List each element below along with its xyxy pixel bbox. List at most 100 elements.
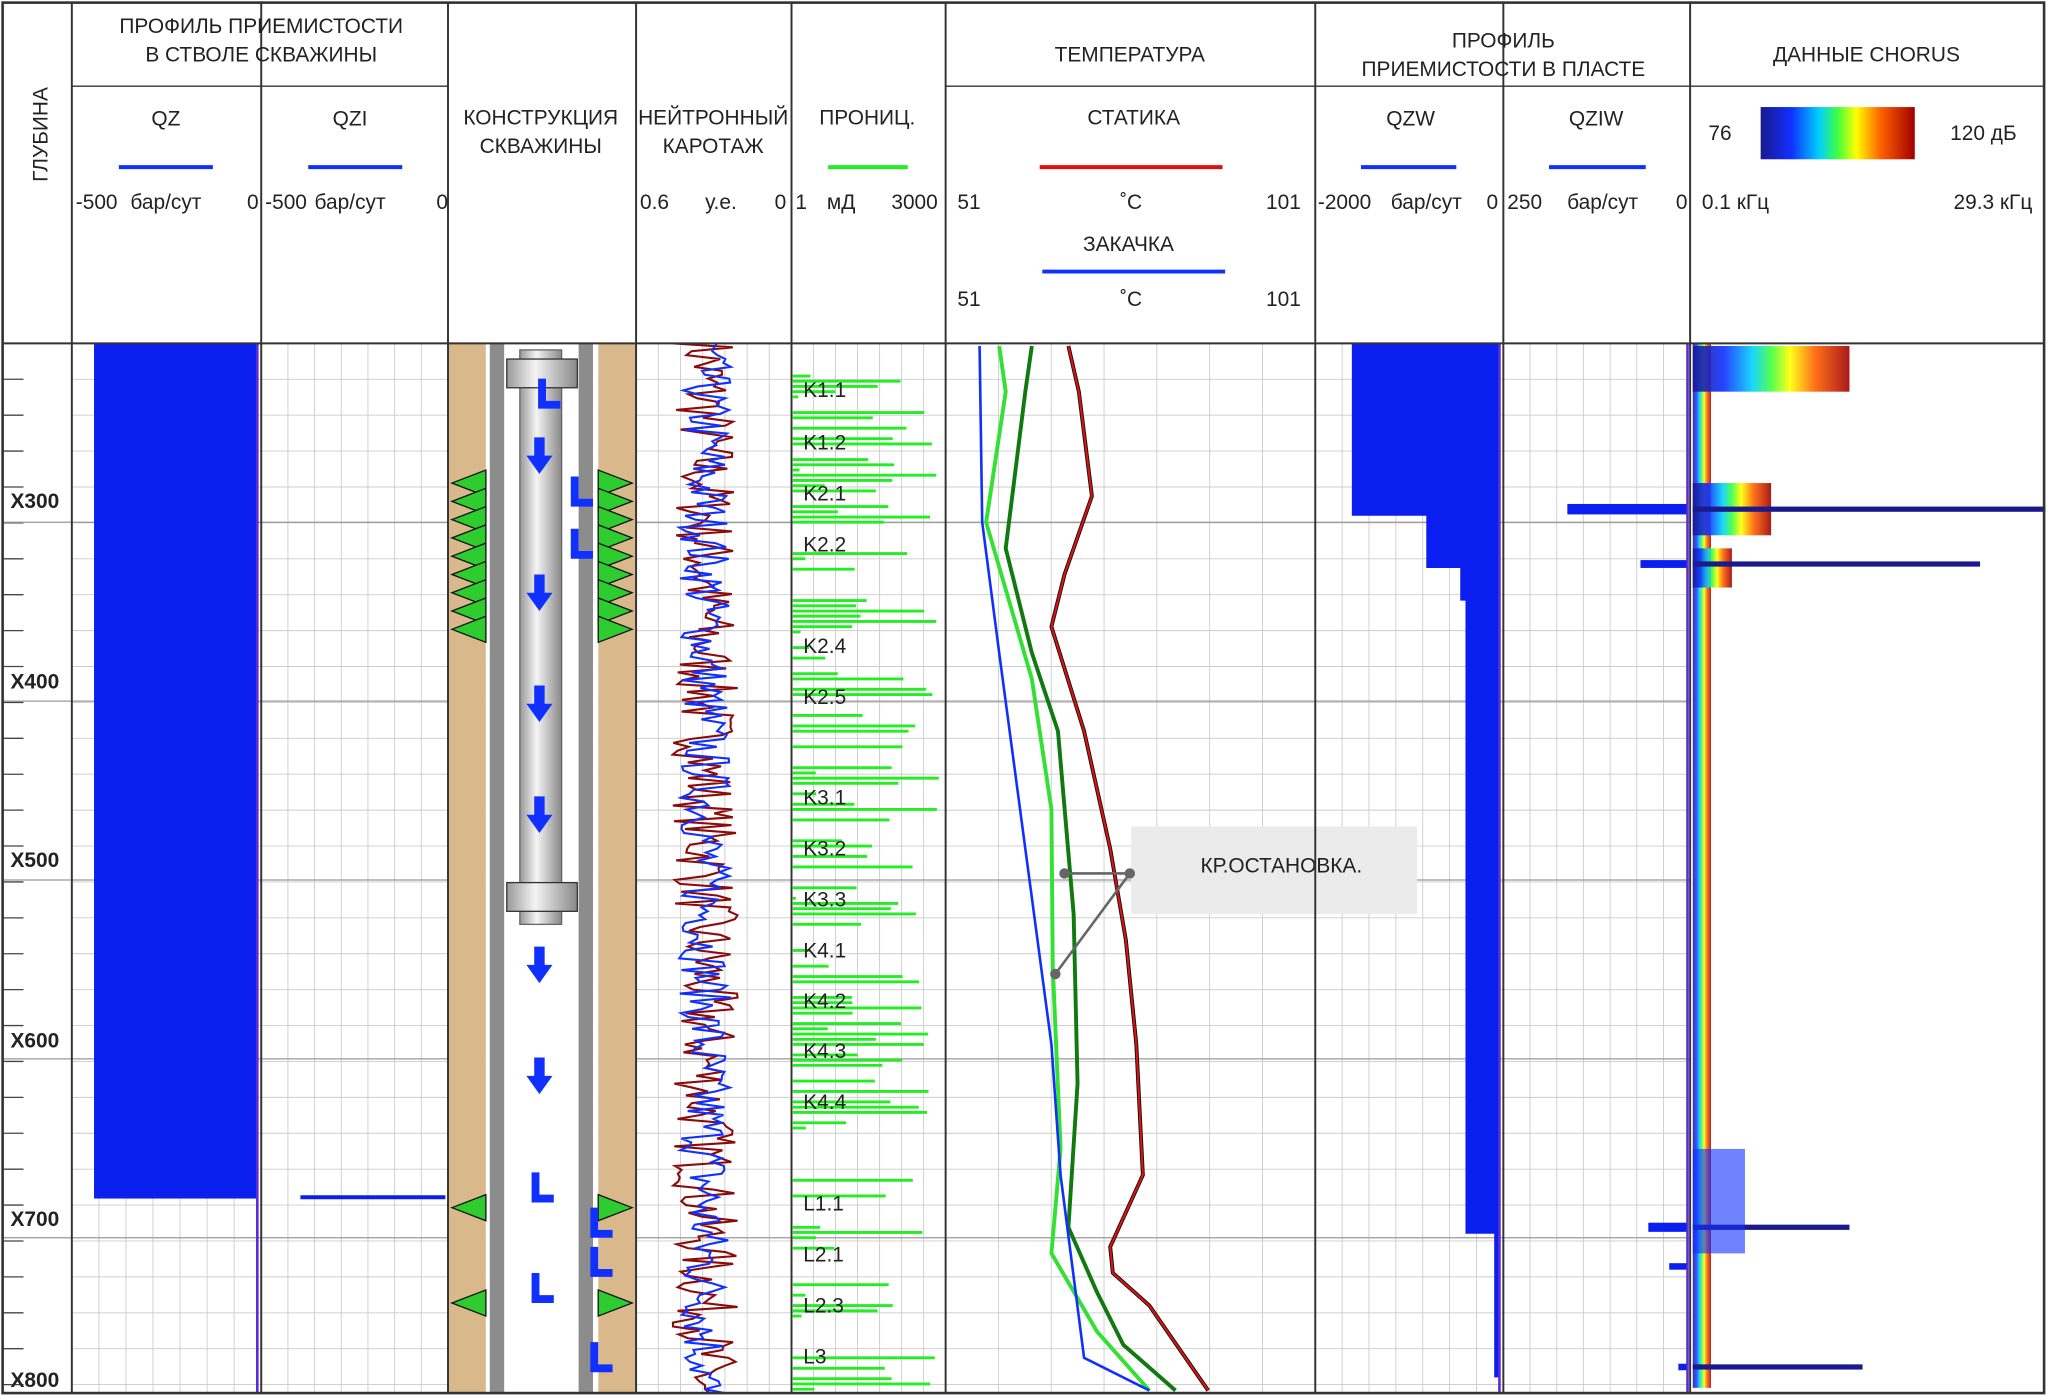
injection-curve [978,345,1150,1392]
label: K1.2 [803,431,846,454]
label: X600 [10,1029,59,1052]
chorus-line [1692,1224,1850,1230]
label: В СТВОЛЕ СКВАЖИНЫ [145,44,377,67]
label: 1 [795,191,807,214]
qziw-spike [1640,560,1688,568]
curve-dark-green [1003,345,1177,1392]
label: бар/сут [315,191,386,214]
perforation [450,469,487,498]
label: L1.1 [803,1193,844,1216]
label: ПРОФИЛЬ [1452,29,1555,52]
flow-arrow [590,1342,613,1373]
label: L2.3 [803,1294,844,1317]
label: 51 [957,191,980,214]
label: ГЛУБИНА [29,87,52,182]
label: K2.4 [803,635,846,658]
label: 51 [957,288,980,311]
chorus-blob [1692,548,1732,588]
perforation [597,487,634,516]
label: бар/сут [130,191,201,214]
grid [2,343,1691,1394]
qz-area [94,343,258,1199]
annotation: КР.ОСТАНОВКА. [1200,854,1362,877]
perm-spikes [792,374,939,1391]
curve-light-green [984,345,1151,1392]
label: K3.2 [803,837,846,860]
label: K4.4 [803,1091,846,1114]
label: ПРИЕМИСТОСТИ В ПЛАСТЕ [1362,58,1646,81]
label: X300 [10,490,59,513]
flow-arrow [538,378,561,409]
label: QZ [151,108,180,131]
label: 0.1 кГц [1702,191,1769,214]
label: 101 [1266,191,1301,214]
qziw-spike [1669,1263,1688,1270]
qziw-spike [1567,503,1688,515]
chorus-map [1692,343,2046,1388]
perforation [597,469,634,498]
label: бар/сут [1567,191,1638,214]
label: 76 [1708,122,1731,145]
label: 250 [1507,191,1542,214]
label: СКВАЖИНЫ [480,135,602,158]
label: L3 [803,1345,826,1368]
perforation [450,1288,487,1318]
chorus-line [1692,561,1981,567]
label: K2.5 [803,686,846,709]
label: ДАННЫЕ CHORUS [1773,44,1960,67]
flow-arrow [531,1172,554,1203]
label: K2.1 [803,482,846,505]
label: ТЕМПЕРАТУРА [1055,44,1205,67]
label: K3.3 [803,888,846,911]
perforation [450,1193,487,1222]
flow-arrow [590,1207,613,1238]
pointer-dot [1059,868,1070,879]
label: ПРОНИЦ. [819,106,915,129]
casing [489,343,505,1394]
label: K3.1 [803,787,846,810]
neutron-curve [670,342,740,1394]
perforation [597,615,634,644]
chorus-line [1692,506,2046,512]
perforation [597,505,634,534]
flow-arrow [590,1246,613,1277]
label: K1.1 [803,379,846,402]
flow-arrow [531,1272,554,1303]
perforation [597,523,634,552]
label: 0 [247,191,259,214]
qziw-spike [1648,1222,1688,1232]
label: X500 [10,849,59,872]
label: X400 [10,670,59,693]
label: 3000 [891,191,937,214]
label: QZI [333,108,368,131]
perforation [450,560,487,589]
label: 0 [1676,191,1688,214]
perforation [450,597,487,626]
label: НЕЙТРОННЫЙ [638,105,788,129]
annotation-box [1131,826,1418,914]
pointer-dot [1124,868,1136,879]
label: ПРОФИЛЬ ПРИЕМИСТОСТИ [119,15,403,38]
label: 29.3 кГц [1953,191,2032,214]
label: 0 [1486,191,1498,214]
label: K4.2 [803,990,846,1013]
label: 0.6 [640,191,669,214]
static-curve-overlay [1050,345,1210,1392]
color-scale [1760,107,1915,160]
label: 120 дБ [1950,122,2017,145]
chorus-line [1692,1364,1863,1370]
label: X700 [10,1208,59,1231]
perforation [597,542,634,571]
flow-arrow [570,528,593,559]
flow-arrow [526,1057,553,1095]
perforation [450,523,487,552]
chorus-blob [1692,1148,1745,1254]
label: 0 [436,191,448,214]
perforation [450,615,487,644]
annotation-pointer [1054,872,1131,975]
label: 0 [775,191,787,214]
